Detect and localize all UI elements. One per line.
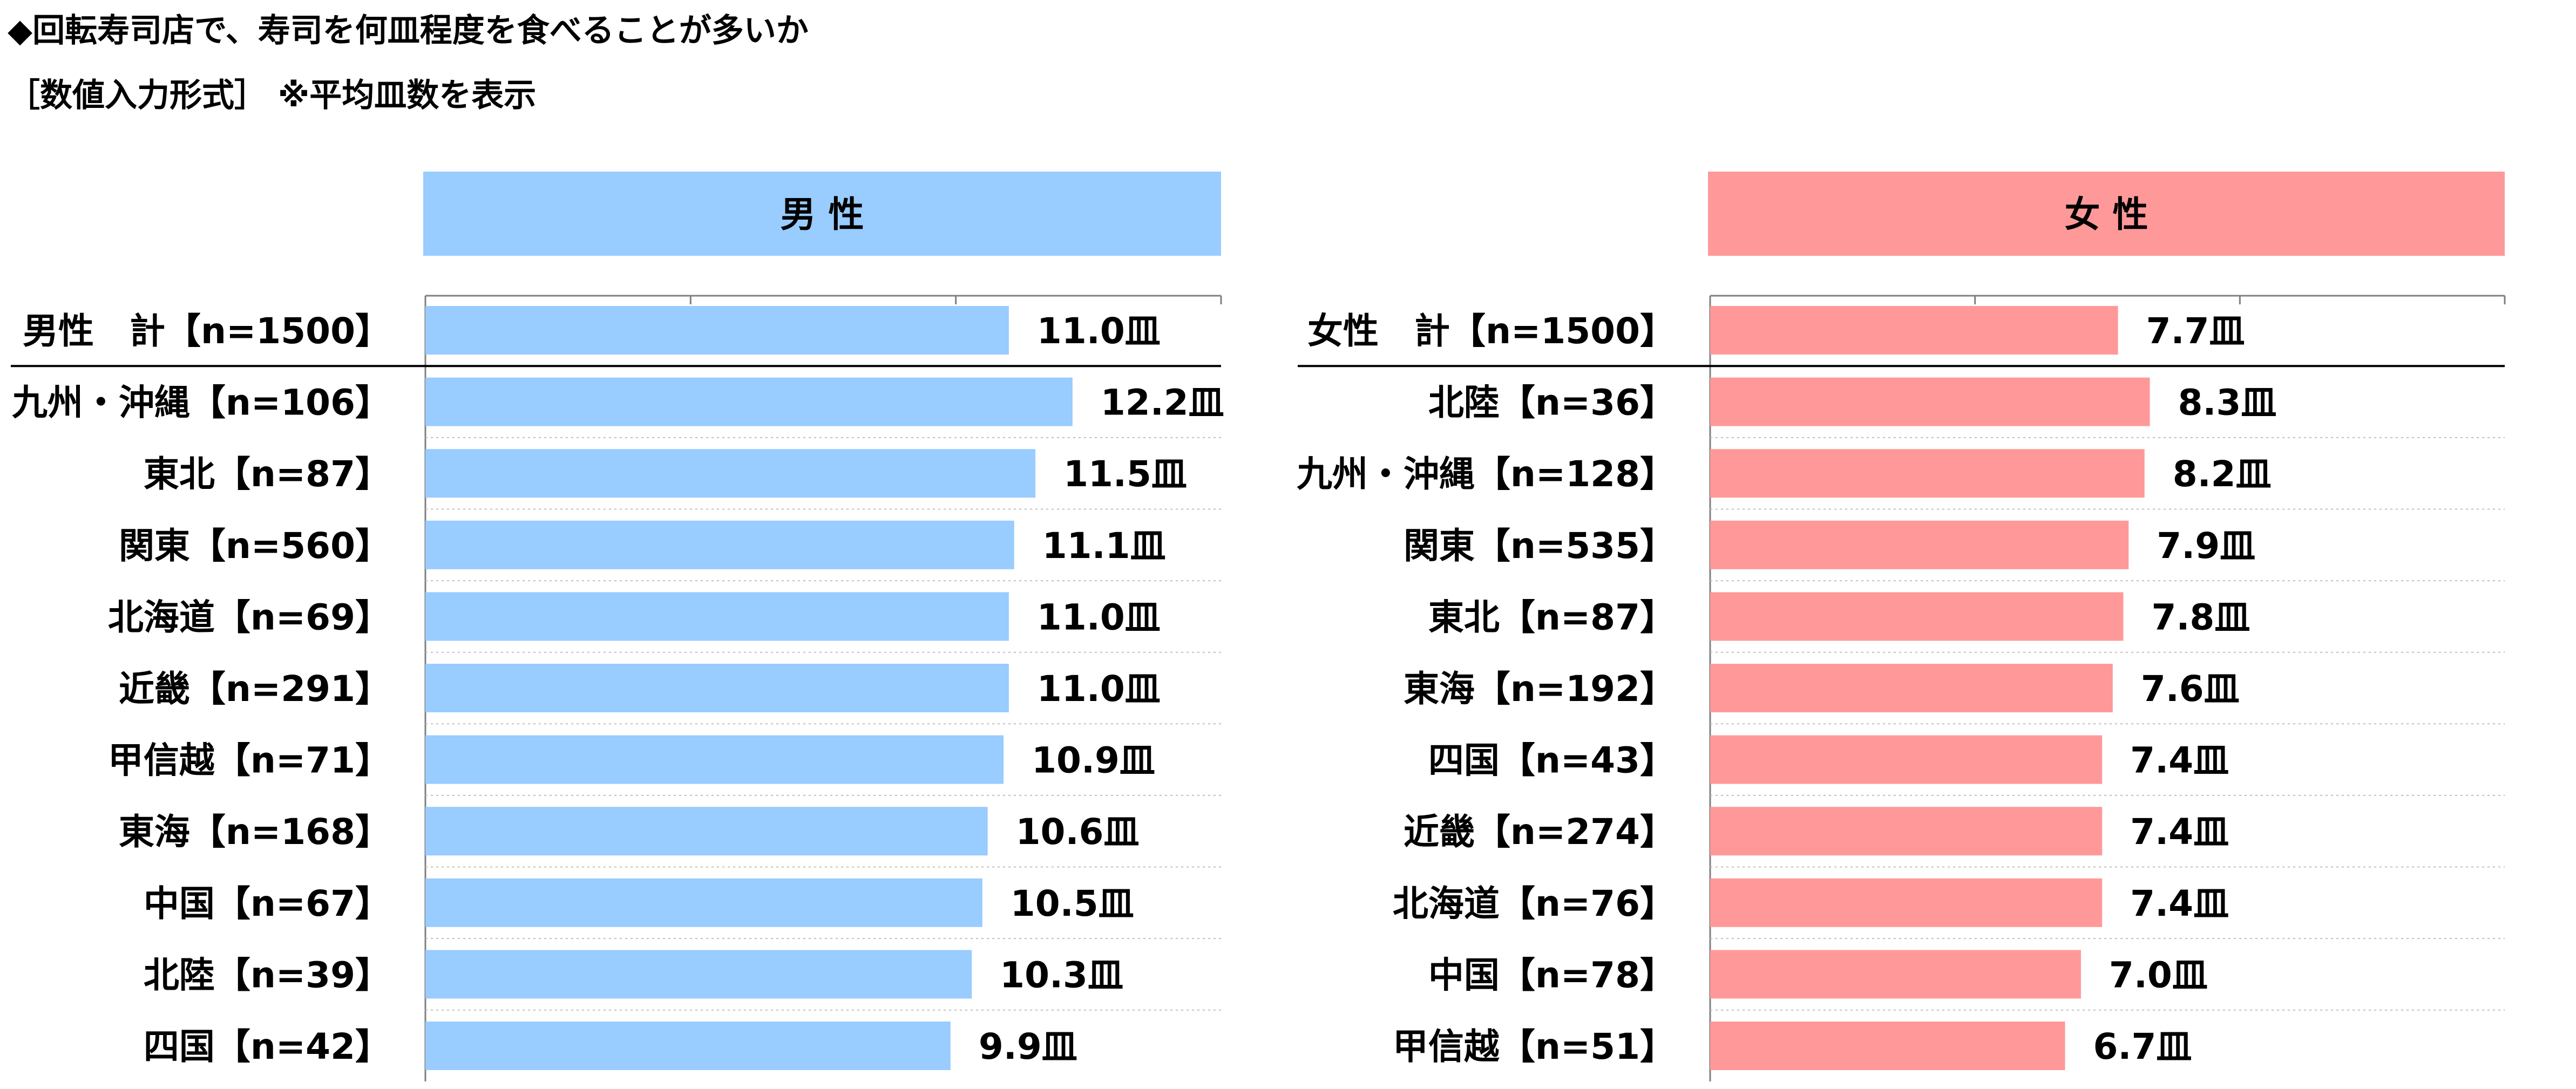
category-label-female: 女性 計【n=1500】 [1307,310,1676,352]
bar-female [1710,735,2103,784]
category-label-female: 中国【n=78】 [1428,954,1676,996]
bar-female [1710,878,2103,927]
category-label-female: 北陸【n=36】 [1428,382,1676,424]
category-label-male: 九州・沖縄【n=106】 [12,382,391,424]
bar-male [425,377,1073,426]
panel-header-male [423,172,1221,256]
bar-male [425,807,988,856]
bar-female [1710,1022,2065,1070]
category-label-male: 北陸【n=39】 [144,954,391,996]
value-label-male: 11.0皿 [1037,668,1161,710]
bar-male [425,735,1004,784]
category-label-male: 東北【n=87】 [144,453,391,495]
category-label-male: 近畿【n=291】 [119,668,391,710]
bar-female [1710,807,2103,856]
category-label-female: 甲信越【n=51】 [1393,1026,1676,1067]
value-label-male: 11.0皿 [1037,596,1161,638]
bar-male [425,306,1009,355]
category-label-female: 北海道【n=76】 [1393,883,1676,924]
category-label-female: 関東【n=535】 [1404,525,1676,567]
value-label-male: 11.1皿 [1042,525,1166,567]
bar-female [1710,664,2113,712]
value-label-male: 10.6皿 [1016,811,1140,853]
panel-title-male: 男 性 [781,194,864,235]
bar-female [1710,592,2124,641]
value-label-female: 7.4皿 [2130,740,2229,781]
bar-female [1710,520,2129,569]
bar-female [1710,449,2145,498]
value-label-female: 7.0皿 [2109,954,2208,996]
panel-header-female [1708,172,2505,256]
category-label-male: 中国【n=67】 [144,883,391,924]
value-label-male: 10.9皿 [1032,740,1155,781]
bar-male [425,878,982,927]
category-label-male: 関東【n=560】 [119,525,391,567]
chart-subtitle: ［数値入力形式］ ※平均皿数を表示 [8,77,537,114]
bar-female [1710,950,2081,999]
category-label-female: 近畿【n=274】 [1404,811,1676,853]
panel-title-female: 女 性 [2065,194,2148,235]
bar-male [425,592,1009,641]
value-label-male: 9.9皿 [979,1026,1077,1067]
value-label-male: 12.2皿 [1101,382,1224,424]
category-label-male: 四国【n=42】 [144,1026,391,1067]
category-label-male: 東海【n=168】 [119,811,391,853]
bar-female [1710,306,2118,355]
value-label-female: 8.3皿 [2178,382,2277,424]
bar-male [425,1022,951,1070]
category-label-female: 東海【n=192】 [1404,668,1676,710]
category-label-male: 男性 計【n=1500】 [23,310,391,352]
value-label-female: 7.4皿 [2130,811,2229,853]
value-label-female: 7.9皿 [2157,525,2255,567]
value-label-male: 10.5皿 [1011,883,1134,924]
value-label-male: 10.3皿 [1000,954,1123,996]
value-label-female: 7.4皿 [2130,883,2229,924]
value-label-female: 7.6皿 [2141,668,2240,710]
chart-title: ◆回転寿司店で、寿司を何皿程度を食べることが多いか [8,12,809,50]
bar-female [1710,377,2150,426]
value-label-female: 6.7皿 [2093,1026,2192,1067]
category-label-female: 九州・沖縄【n=128】 [1297,453,1676,495]
category-label-male: 北海道【n=69】 [108,596,391,638]
bar-male [425,520,1014,569]
value-label-male: 11.5皿 [1063,453,1187,495]
bar-male [425,664,1009,712]
value-label-female: 8.2皿 [2173,453,2272,495]
value-label-female: 7.7皿 [2146,310,2245,352]
value-label-female: 7.8皿 [2151,596,2250,638]
category-label-female: 東北【n=87】 [1428,596,1676,638]
bar-male [425,449,1036,498]
value-label-male: 11.0皿 [1037,310,1161,352]
category-label-male: 甲信越【n=71】 [108,740,391,781]
bar-male [425,950,972,999]
category-label-female: 四国【n=43】 [1428,740,1676,781]
